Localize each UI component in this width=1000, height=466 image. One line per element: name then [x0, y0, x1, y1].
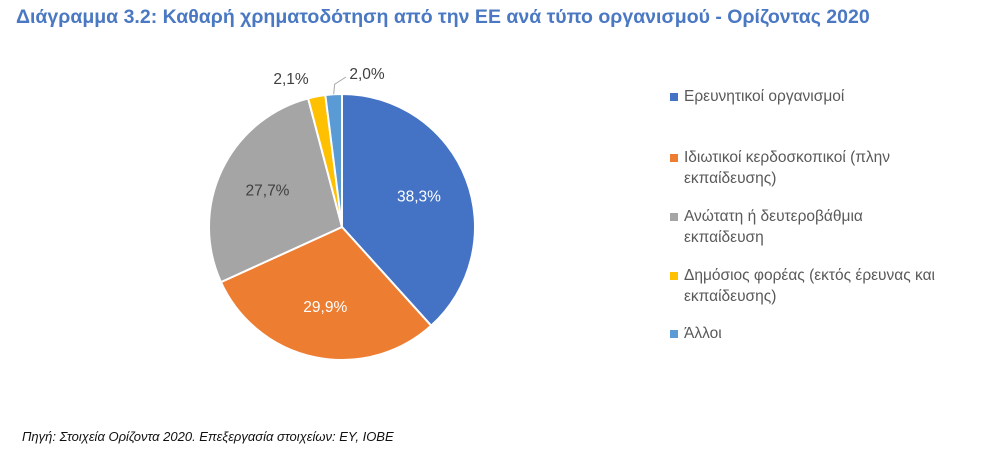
legend-swatch-research: [670, 93, 678, 101]
legend-item-private: Ιδιωτικοί κερδοσκοπικοί (πλην εκπαίδευση…: [670, 147, 979, 189]
legend-label-education: Ανώτατη ή δευτεροβάθμια εκπαίδευση: [684, 208, 863, 246]
legend-label-other: Άλλοι: [684, 325, 722, 342]
label-other: 2,0%: [349, 66, 385, 83]
legend-swatch-public: [670, 272, 678, 280]
legend-item-research: Ερευνητικοί οργανισμοί: [670, 86, 984, 107]
legend-item-public: Δημόσιος φορέας (εκτός έρευνας και εκπαί…: [670, 265, 984, 307]
leader-line-other: [333, 76, 347, 95]
label-research: 38,3%: [397, 188, 441, 205]
legend-label-public: Δημόσιος φορέας (εκτός έρευνας και εκπαί…: [684, 267, 935, 305]
label-private: 29,9%: [303, 299, 347, 316]
legend-swatch-other: [670, 330, 678, 338]
legend-swatch-education: [670, 213, 678, 221]
label-public: 2,1%: [273, 71, 309, 88]
slice-private: [219, 225, 433, 361]
legend-item-education: Ανώτατη ή δευτεροβάθμια εκπαίδευση: [670, 206, 924, 248]
legend-label-research: Ερευνητικοί οργανισμοί: [684, 88, 845, 105]
chart-title: Διάγραμμα 3.2: Καθαρή χρηματοδότηση από …: [16, 6, 870, 28]
label-education: 27,7%: [246, 183, 290, 200]
slice-education: [208, 97, 344, 284]
legend-item-other: Άλλοι: [670, 323, 984, 344]
source-note: Πηγή: Στοιχεία Ορίζοντα 2020. Επεξεργασί…: [22, 429, 394, 444]
legend-swatch-private: [670, 154, 678, 162]
slice-research: [341, 92, 476, 328]
legend-label-private: Ιδιωτικοί κερδοσκοπικοί (πλην εκπαίδευση…: [684, 149, 891, 187]
